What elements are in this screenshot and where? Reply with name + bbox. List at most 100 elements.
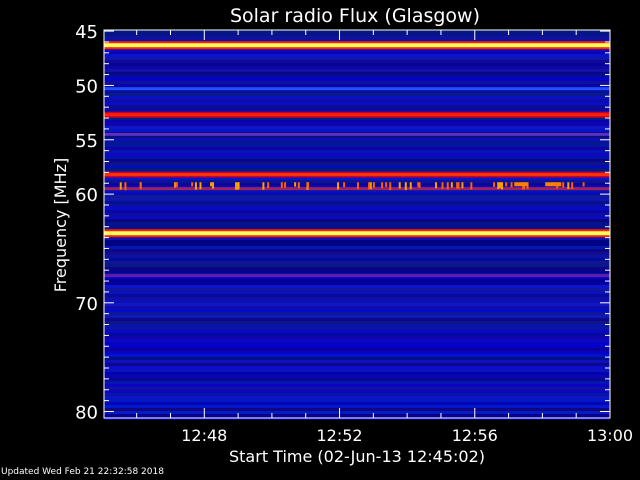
spectrum-row (104, 300, 610, 303)
spectrum-row (104, 264, 610, 267)
spectrum-row (104, 120, 610, 123)
burst-mark (461, 182, 464, 189)
spectrum-row (104, 150, 610, 153)
burst-mark (343, 182, 346, 188)
spectrum-row (104, 258, 610, 261)
spectrum-row (104, 369, 610, 372)
spectrum-row (104, 219, 610, 222)
spectrum-row (104, 96, 610, 99)
spectrum-row (104, 312, 610, 315)
spectrum-row (104, 126, 610, 129)
spectrum-row (104, 204, 610, 207)
band (104, 187, 610, 191)
x-axis-label: Start Time (02-Jun-13 12:45:02) (229, 447, 485, 466)
x-tick-label: 12:56 (452, 426, 498, 445)
spectrum-row (104, 384, 610, 387)
spectrum-row (104, 162, 610, 165)
spectrum-row (104, 48, 610, 51)
spectrum-row (104, 216, 610, 219)
burst-mark (280, 182, 283, 188)
y-tick-label: 50 (75, 76, 98, 97)
spectrum-row (104, 54, 610, 57)
spectrum-row (104, 39, 610, 42)
burst-mark (505, 182, 508, 187)
spectrum-row (104, 303, 610, 306)
spectrum-row (104, 366, 610, 369)
spectrum-row (104, 252, 610, 255)
x-tick-label: 13:00 (587, 426, 633, 445)
spectrum-row (104, 159, 610, 162)
burst-mark (582, 182, 585, 187)
spectrum-row (104, 294, 610, 297)
burst-mark (398, 182, 401, 189)
burst-mark (404, 182, 407, 191)
burst-mark (571, 182, 574, 190)
burst-mark (457, 182, 460, 189)
burst-mark (456, 182, 459, 189)
spectrum-row (104, 237, 610, 240)
spectrum-row (104, 270, 610, 273)
band (104, 113, 610, 117)
spectrum-row (104, 321, 610, 324)
spectrum-row (104, 390, 610, 393)
spectrum-row (104, 63, 610, 66)
spectrum-row (104, 135, 610, 138)
y-tick-label: 80 (75, 402, 98, 423)
burst-mark (418, 182, 421, 188)
spectrum-row (104, 66, 610, 69)
burst-mark (435, 182, 438, 189)
burst-mark (294, 182, 297, 187)
spectrum-row (104, 168, 610, 171)
spectrum-row (104, 195, 610, 198)
spectrum-row (104, 354, 610, 357)
spectrum-row (104, 225, 610, 228)
spectrum-row (104, 255, 610, 258)
chart-title: Solar radio Flux (Glasgow) (230, 5, 480, 27)
burst-mark (284, 182, 287, 188)
plot-area (104, 30, 610, 420)
y-tick-label: 55 (75, 131, 98, 152)
spectrum-row (104, 357, 610, 360)
spectrum-row (104, 246, 610, 249)
burst-mark (389, 182, 392, 191)
burst-mark (510, 182, 513, 188)
burst-mark (470, 182, 473, 190)
spectrum-row (104, 330, 610, 333)
burst-mark (441, 182, 444, 189)
burst-mark (212, 182, 215, 189)
spectrum-row (104, 351, 610, 354)
spectrum-row (104, 318, 610, 321)
burst-mark (417, 182, 420, 187)
spectrum-row (104, 309, 610, 312)
burst-mark (174, 182, 177, 188)
spectrum-row (104, 402, 610, 405)
burst-mark (497, 182, 500, 189)
spectrum-row (104, 297, 610, 300)
spectrum-row (104, 396, 610, 399)
spectrum-row (104, 180, 610, 183)
burst-mark (409, 182, 412, 190)
spectrum-row (104, 99, 610, 102)
spectrum-row (104, 249, 610, 252)
burst-mark (175, 182, 178, 188)
spectrum-row (104, 129, 610, 132)
spectrum-row (104, 222, 610, 225)
spectrum-row (104, 93, 610, 96)
y-axis-label: Frequency [MHz] (51, 158, 70, 292)
spectrum-row (104, 105, 610, 108)
burst-mark (357, 182, 360, 190)
burst-mark (450, 182, 453, 188)
spectrum-row (104, 375, 610, 378)
spectrum-row (104, 117, 610, 120)
spectrum-row (104, 153, 610, 156)
burst-mark (191, 182, 194, 187)
spectrum-row (104, 291, 610, 294)
burst-mark (493, 182, 496, 187)
spectrum-row (104, 360, 610, 363)
spectrum-row (104, 90, 610, 93)
spectrum-row (104, 408, 610, 411)
spectrum-row (104, 381, 610, 384)
burst-mark (501, 182, 504, 190)
burst-mark (262, 182, 265, 190)
spectrum-row (104, 378, 610, 381)
